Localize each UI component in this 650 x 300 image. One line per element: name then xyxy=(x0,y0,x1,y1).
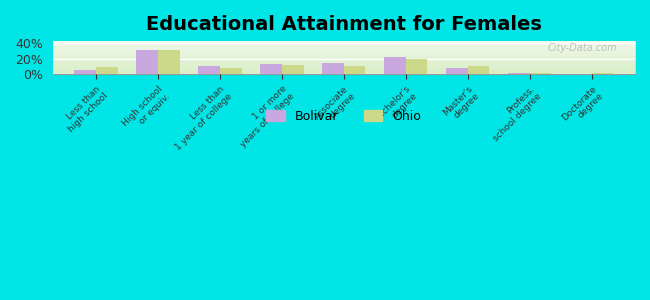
Bar xyxy=(96,67,118,74)
Bar xyxy=(592,73,614,74)
Bar xyxy=(198,66,220,74)
Bar xyxy=(220,68,242,74)
Bar xyxy=(344,66,365,74)
Bar xyxy=(260,64,282,74)
Bar xyxy=(530,73,551,74)
Bar xyxy=(158,50,179,74)
Bar xyxy=(406,58,428,74)
Title: Educational Attainment for Females: Educational Attainment for Females xyxy=(146,15,541,34)
Bar xyxy=(74,70,96,74)
Text: City-Data.com: City-Data.com xyxy=(548,43,617,53)
Bar xyxy=(322,63,344,74)
Bar xyxy=(384,57,406,74)
Bar xyxy=(446,68,468,74)
Bar xyxy=(282,65,304,74)
Bar xyxy=(508,73,530,74)
Legend: Bolivar, Ohio: Bolivar, Ohio xyxy=(261,105,426,128)
Bar xyxy=(136,50,158,74)
Bar xyxy=(468,66,489,74)
